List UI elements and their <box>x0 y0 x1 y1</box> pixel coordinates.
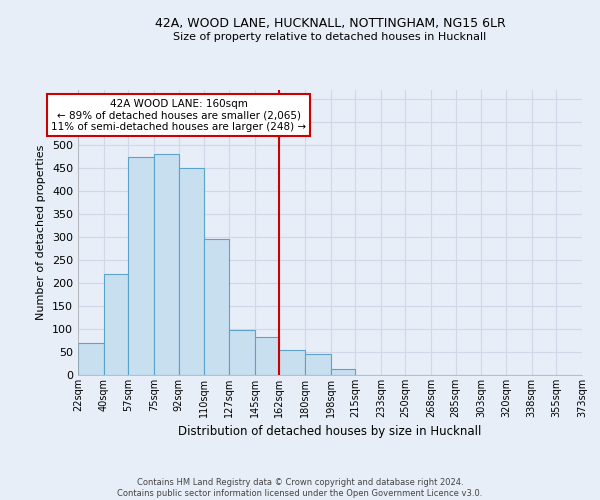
Bar <box>305 354 331 375</box>
Bar <box>279 350 305 375</box>
Bar <box>104 274 128 375</box>
Bar <box>229 330 254 375</box>
Bar <box>179 168 205 375</box>
Bar <box>205 240 229 375</box>
Y-axis label: Number of detached properties: Number of detached properties <box>37 145 46 320</box>
Text: 42A, WOOD LANE, HUCKNALL, NOTTINGHAM, NG15 6LR: 42A, WOOD LANE, HUCKNALL, NOTTINGHAM, NG… <box>155 18 505 30</box>
Text: Size of property relative to detached houses in Hucknall: Size of property relative to detached ho… <box>173 32 487 42</box>
Bar <box>154 154 179 375</box>
Text: Contains HM Land Registry data © Crown copyright and database right 2024.
Contai: Contains HM Land Registry data © Crown c… <box>118 478 482 498</box>
Bar <box>78 343 104 375</box>
Bar <box>128 156 154 375</box>
Bar <box>331 369 355 375</box>
X-axis label: Distribution of detached houses by size in Hucknall: Distribution of detached houses by size … <box>178 426 482 438</box>
Bar <box>254 338 279 375</box>
Text: 42A WOOD LANE: 160sqm
← 89% of detached houses are smaller (2,065)
11% of semi-d: 42A WOOD LANE: 160sqm ← 89% of detached … <box>51 98 306 132</box>
